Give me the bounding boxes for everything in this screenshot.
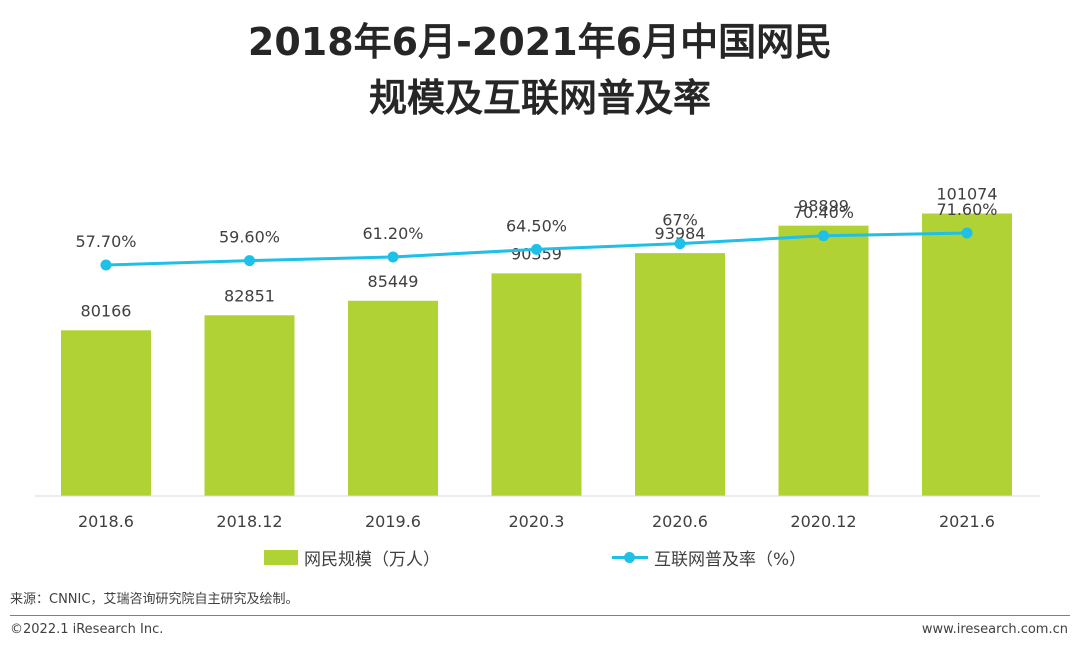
bar-2019.6 (348, 300, 438, 496)
line-value-label: 70.40% (793, 203, 854, 222)
x-tick-label: 2021.6 (939, 512, 995, 531)
bar-2021.6 (922, 213, 1012, 496)
line-point (674, 238, 686, 250)
bar-value-label: 101074 (936, 185, 997, 204)
bar-2020.12 (778, 225, 869, 496)
legend-line-label: 互联网普及率（%） (654, 550, 807, 570)
line-value-label: 59.60% (219, 228, 280, 247)
line-value-label: 67% (662, 211, 698, 230)
bar-2018.12 (204, 315, 295, 496)
legend-bar-label: 网民规模（万人） (304, 550, 440, 570)
legend-bar-swatch (264, 550, 298, 565)
line-value-label: 64.50% (506, 216, 567, 235)
legend: 网民规模（万人） 互联网普及率（%） (0, 545, 1080, 575)
line-point (818, 230, 829, 242)
line-point (244, 255, 255, 267)
x-tick-label: 2020.3 (509, 512, 565, 531)
chart-title: 2018年6月-2021年6月中国网民 规模及互联网普及率 (0, 14, 1080, 126)
x-tick-label: 2019.6 (365, 512, 421, 531)
bar-value-label: 85449 (368, 272, 419, 291)
line-point (961, 227, 973, 239)
x-tick-label: 2020.6 (652, 512, 708, 531)
bar-2018.6 (61, 330, 151, 496)
bar-value-label: 82851 (224, 286, 275, 305)
x-tick-label: 2018.12 (216, 512, 282, 531)
legend-line-swatch (612, 550, 648, 565)
line-point (531, 243, 542, 255)
chart-title-line-1: 2018年6月-2021年6月中国网民 (247, 20, 833, 64)
source-note: 来源：CNNIC，艾瑞咨询研究院自主研究及绘制。 (10, 592, 299, 607)
footer-copyright: ©2022.1 iResearch Inc. (10, 622, 164, 637)
chart-title-line-2: 规模及互联网普及率 (368, 76, 711, 120)
line-value-label: 71.60% (936, 200, 997, 219)
line-value-label: 57.70% (75, 232, 136, 251)
combo-chart: 8016682851854499035993984988991010742018… (35, 185, 1040, 531)
x-tick-label: 2018.6 (78, 512, 134, 531)
legend-item-bar: 网民规模（万人） (264, 545, 440, 570)
footer-website: www.iresearch.com.cn (921, 622, 1068, 637)
line-point (387, 251, 399, 263)
footer-divider (10, 615, 1070, 616)
bar-value-label: 80166 (81, 301, 132, 320)
line-value-label: 61.20% (362, 224, 423, 243)
bar-2020.6 (635, 253, 725, 496)
bar-2020.3 (491, 273, 582, 496)
legend-item-line: 互联网普及率（%） (612, 545, 806, 570)
bar-value-label: 98899 (798, 197, 849, 216)
bar-value-label: 93984 (655, 224, 706, 243)
line-point (100, 259, 112, 271)
x-tick-label: 2020.12 (790, 512, 856, 531)
